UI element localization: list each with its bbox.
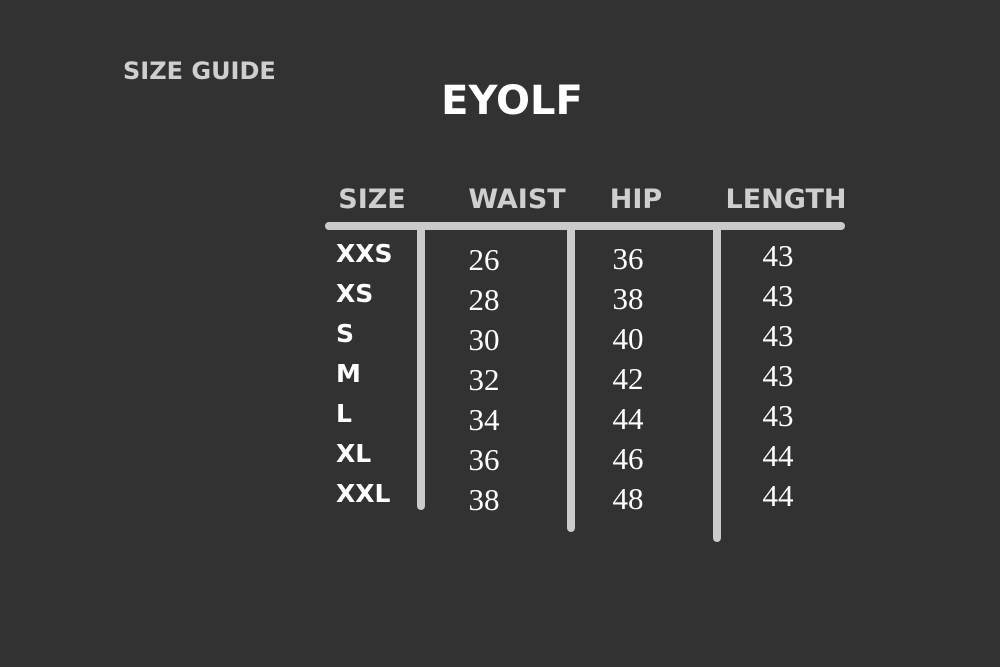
hip-value: 36 <box>612 241 644 276</box>
waist-value: 32 <box>468 362 500 397</box>
brand-name: EYOLF <box>441 78 583 124</box>
length-value: 43 <box>762 278 794 313</box>
hip-value: 42 <box>612 361 644 396</box>
hip-value: 48 <box>612 481 644 516</box>
length-value: 43 <box>762 238 794 273</box>
waist-value: 28 <box>468 282 500 317</box>
header-hip: HIP <box>609 184 663 215</box>
column-divider-2 <box>567 226 575 532</box>
waist-value: 26 <box>468 242 500 277</box>
size-label: XS <box>336 279 374 308</box>
size-guide-title: SIZE GUIDE <box>123 57 276 85</box>
waist-value: 38 <box>468 482 500 517</box>
length-value: 44 <box>762 438 794 473</box>
size-label: M <box>336 359 361 388</box>
hip-value: 46 <box>612 441 644 476</box>
waist-value: 34 <box>468 402 500 437</box>
hip-value: 38 <box>612 281 644 316</box>
length-value: 43 <box>762 318 794 353</box>
header-waist: WAIST <box>468 184 566 215</box>
length-value: 44 <box>762 478 794 513</box>
hip-value: 44 <box>612 401 644 436</box>
size-label: XL <box>336 439 372 468</box>
size-label: XXL <box>336 479 391 508</box>
size-label: S <box>336 319 355 348</box>
size-label: XXS <box>336 239 393 268</box>
length-value: 43 <box>762 398 794 433</box>
length-value: 43 <box>762 358 794 393</box>
size-label: L <box>336 399 352 428</box>
waist-value: 36 <box>468 442 500 477</box>
header-length: LENGTH <box>725 184 847 215</box>
waist-value: 30 <box>468 322 500 357</box>
header-size: SIZE <box>338 184 406 215</box>
hip-value: 40 <box>612 321 644 356</box>
column-divider-3 <box>713 226 721 542</box>
column-divider-1 <box>417 226 425 510</box>
header-divider <box>325 222 845 230</box>
